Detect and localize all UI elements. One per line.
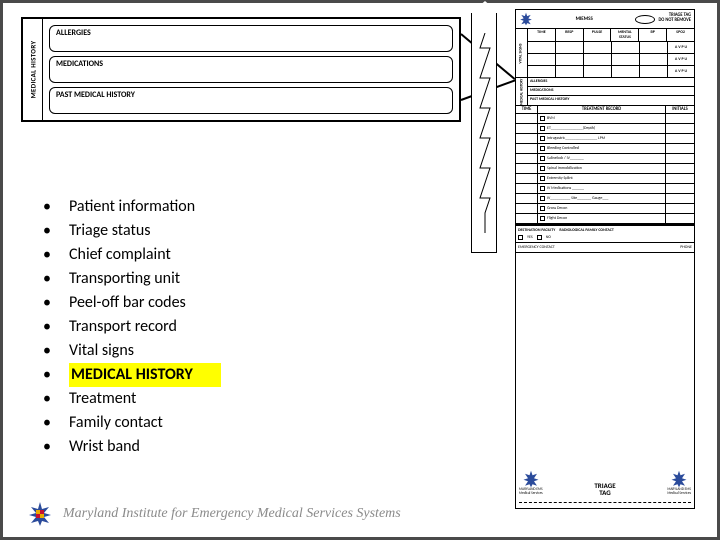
vitals-header: TIME RESP PULSE MENTAL STATUS BP SPO2	[528, 29, 694, 42]
bullet-item: •Chief complaint	[39, 243, 299, 267]
triage-tag: MIEMSS TRIAGE TAG DO NOT REMOVE VITAL SI…	[515, 9, 695, 509]
treatment-row: Intragastric________________ LPM	[516, 134, 694, 144]
tag-bottom: MARYLAND EMSMedical Services TRIAGETAG M…	[516, 253, 694, 508]
callout-side-label: MEDICAL HISTORY	[23, 19, 43, 120]
peel-zigzag	[474, 33, 496, 233]
treatment-row: Salinelock / IV_______	[516, 154, 694, 164]
peel-strip	[471, 13, 497, 253]
bullet-item: •Peel-off bar codes	[39, 291, 299, 315]
vitals-side-label: VITAL SIGNS	[516, 29, 528, 77]
medical-history-callout: MEDICAL HISTORY ALLERGIES MEDICATIONS PA…	[21, 17, 461, 122]
vitals-row: A V P U	[528, 42, 694, 54]
tag-header: MIEMSS TRIAGE TAG DO NOT REMOVE	[516, 10, 694, 29]
tag-header-right: TRIAGE TAG DO NOT REMOVE	[658, 14, 691, 24]
callout-row-medications: MEDICATIONS	[49, 56, 453, 83]
treatment-row: IV__________ Site_______ Gauge___	[516, 194, 694, 204]
bullet-item: •Family contact	[39, 411, 299, 435]
tag-mh-pmh: PAST MEDICAL HISTORY	[528, 96, 694, 105]
treatment-row: Bleeding Controlled	[516, 144, 694, 154]
treatment-row: Flight Decon	[516, 214, 694, 224]
tag-title: MIEMSS	[536, 17, 632, 22]
tag-mh-meds: MEDICATIONS	[528, 87, 694, 96]
bullet-item: •Transporting unit	[39, 267, 299, 291]
bullet-item: •Treatment	[39, 387, 299, 411]
treatment-row: Extremity Splint	[516, 174, 694, 184]
tag-mh-allergies: ALLERGIES	[528, 78, 694, 87]
vitals-section: VITAL SIGNS TIME RESP PULSE MENTAL STATU…	[516, 29, 694, 78]
treatment-row: Gross Decon	[516, 204, 694, 214]
callout-side-text: MEDICAL HISTORY	[28, 41, 37, 99]
bullet-list: •Patient information•Triage status•Chief…	[39, 195, 299, 459]
treatment-row: IV Medications ______	[516, 184, 694, 194]
vitals-row: A V P U	[528, 66, 694, 77]
vitals-row: A V P U	[528, 54, 694, 66]
bullet-item: •Triage status	[39, 219, 299, 243]
bullet-item: •Patient information	[39, 195, 299, 219]
destination-section: DESTINATION FACILITY RADIOLOGICAL FAMILY…	[516, 224, 694, 243]
star-of-life-icon	[522, 470, 540, 488]
treatment-row: Spinal Immobilization	[516, 164, 694, 174]
callout-rows: ALLERGIES MEDICATIONS PAST MEDICAL HISTO…	[43, 19, 459, 120]
bullet-item: •Vital signs	[39, 339, 299, 363]
treatment-header: TIME TREATMENT RECORD INITIALS	[516, 106, 694, 114]
footer-text: Maryland Institute for Emergency Medical…	[63, 506, 401, 522]
footer: Maryland Institute for Emergency Medical…	[27, 501, 401, 527]
triage-tag-label: TRIAGETAG	[594, 482, 615, 496]
tag-number-oval	[635, 15, 655, 24]
star-of-life-icon	[670, 470, 688, 488]
callout-row-pmh: PAST MEDICAL HISTORY	[49, 87, 453, 114]
callout-row-allergies: ALLERGIES	[49, 25, 453, 52]
treatment-row: BVM	[516, 114, 694, 124]
star-of-life-icon	[519, 12, 533, 26]
tag-medical-history: MEDICAL HISTORY ALLERGIES MEDICATIONS PA…	[516, 78, 694, 106]
bullet-item: •Wrist band	[39, 435, 299, 459]
treatment-row: ET________________(Depth)	[516, 124, 694, 134]
treatment-rows: BVMET________________(Depth)Intragastric…	[516, 114, 694, 224]
bullet-item: •Transport record	[39, 315, 299, 339]
bullet-item: •MEDICAL HISTORY	[39, 363, 299, 387]
emergency-contact: EMERGENCY CONTACT PHONE	[516, 243, 694, 253]
miemss-logo-icon	[27, 501, 53, 527]
slide-frame: MEDICAL HISTORY ALLERGIES MEDICATIONS PA…	[0, 0, 720, 540]
